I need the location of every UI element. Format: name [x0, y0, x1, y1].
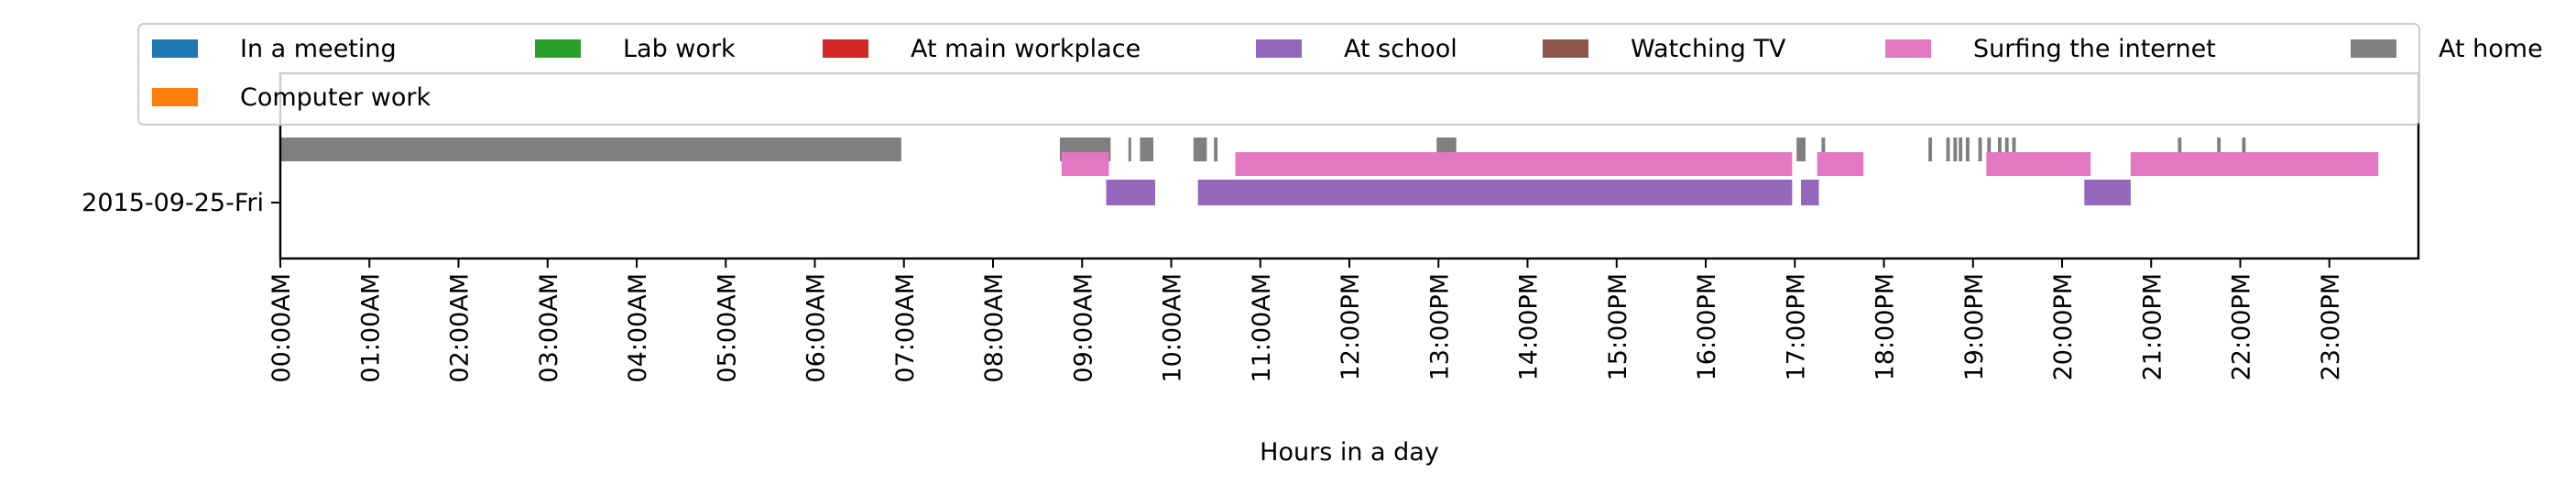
x-tick-label: 14:00PM — [1515, 273, 1544, 380]
bar-at-home — [1987, 138, 1992, 161]
bar-at-home — [1928, 138, 1933, 161]
bar-at-home — [1821, 138, 1826, 161]
bar-at-school — [1801, 180, 1819, 205]
legend-label-in-a-meeting: In a meeting — [240, 35, 397, 63]
x-tick-label: 16:00PM — [1693, 273, 1721, 380]
x-tick-label: 22:00PM — [2228, 273, 2256, 380]
bar-at-home — [1959, 138, 1963, 161]
x-tick-label: 03:00AM — [535, 273, 563, 383]
x-tick-label: 20:00PM — [2049, 273, 2078, 380]
legend-swatch-at-home — [2351, 39, 2396, 58]
x-tick-label: 00:00AM — [267, 273, 296, 383]
bar-at-home — [1214, 138, 1218, 161]
bar-at-school — [1106, 180, 1155, 205]
bar-at-home — [1946, 138, 1950, 161]
bar-at-home — [2178, 138, 2182, 161]
x-tick-label: 13:00PM — [1425, 273, 1454, 380]
x-tick-label: 10:00AM — [1159, 273, 1187, 383]
bar-surfing-the-internet — [1817, 152, 1864, 176]
legend-label-surfing-the-internet: Surfing the internet — [1973, 35, 2216, 63]
x-tick-label: 02:00AM — [446, 273, 475, 383]
legend-label-lab-work: Lab work — [623, 35, 736, 63]
bar-surfing-the-internet — [2130, 152, 2379, 176]
timeline-bars — [280, 138, 2379, 205]
x-axis: 00:00AM 01:00AM 02:00AM 03:00AM 04:00AM 05:00… — [267, 258, 2345, 383]
x-tick-label: 15:00PM — [1604, 273, 1632, 380]
bar-at-home — [1978, 138, 1982, 161]
bar-surfing-the-internet — [1235, 152, 1793, 176]
legend-label-at-school: At school — [1344, 35, 1457, 63]
legend: In a meeting Computer work Lab work At main… — [137, 23, 2543, 126]
legend-swatch-surfing-the-internet — [1885, 39, 1931, 58]
x-tick-label: 11:00AM — [1248, 273, 1276, 383]
legend-swatch-at-school — [1256, 39, 1302, 58]
legend-label-at-home: At home — [2439, 35, 2543, 63]
bar-surfing-the-internet — [1986, 152, 2091, 176]
x-tick-label: 12:00PM — [1337, 273, 1365, 380]
bar-at-home — [1128, 138, 1131, 161]
bar-at-home — [1965, 138, 1970, 161]
legend-label-watching-tv: Watching TV — [1631, 35, 1786, 63]
bar-at-school — [1197, 180, 1793, 205]
bar-surfing-the-internet — [1061, 152, 1109, 176]
legend-swatch-watching-tv — [1543, 39, 1588, 58]
bar-at-home — [2242, 138, 2246, 161]
x-tick-label: 05:00AM — [713, 273, 741, 383]
x-tick-label: 09:00AM — [1069, 273, 1097, 383]
bar-at-home — [2004, 138, 2009, 161]
legend-swatch-lab-work — [535, 39, 581, 58]
bar-at-home — [280, 138, 901, 161]
x-tick-label: 23:00PM — [2317, 273, 2345, 380]
legend-label-at-main-workplace: At main workplace — [911, 35, 1141, 63]
bar-at-home — [1193, 138, 1207, 161]
legend-swatch-in-a-meeting — [152, 39, 198, 58]
bar-at-home — [1953, 138, 1958, 161]
bar-at-home — [2217, 138, 2221, 161]
x-tick-label: 18:00PM — [1872, 273, 1900, 380]
x-tick-label: 19:00PM — [1960, 273, 1989, 380]
x-axis-label: Hours in a day — [1260, 438, 1439, 467]
x-tick-label: 04:00AM — [624, 273, 652, 383]
x-tick-label: 01:00AM — [356, 273, 385, 383]
bar-at-home — [1796, 138, 1806, 161]
bar-at-home — [1997, 138, 2002, 161]
x-tick-label: 07:00AM — [891, 273, 920, 383]
legend-swatch-computer-work — [152, 88, 198, 106]
legend-swatch-at-main-workplace — [823, 39, 868, 58]
legend-label-computer-work: Computer work — [240, 83, 431, 112]
y-axis: 2015-09-25-Fri — [82, 189, 280, 217]
bar-at-home — [2012, 138, 2016, 161]
bar-at-school — [2084, 180, 2131, 205]
x-tick-label: 06:00AM — [802, 273, 831, 383]
bar-at-home — [1140, 138, 1154, 161]
x-tick-label: 17:00PM — [1782, 273, 1810, 380]
x-tick-label: 21:00PM — [2138, 273, 2167, 380]
y-tick-label: 2015-09-25-Fri — [82, 189, 264, 217]
legend-box — [137, 23, 2420, 126]
x-tick-label: 08:00AM — [980, 273, 1009, 383]
